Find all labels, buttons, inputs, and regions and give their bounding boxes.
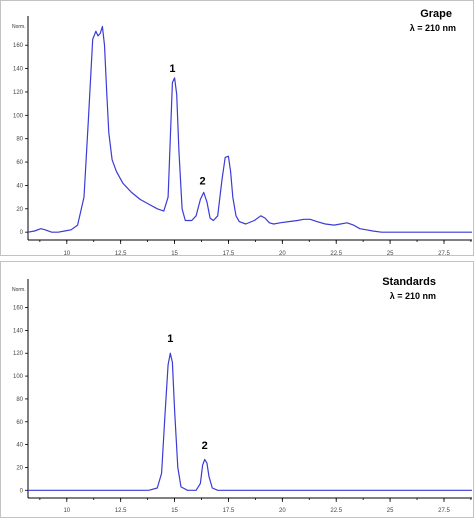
y-tick-label: 160 — [13, 306, 24, 312]
x-tick-label: 17.5 — [223, 251, 235, 257]
y-tick-label: 60 — [16, 420, 23, 426]
y-tick-label: 160 — [13, 43, 24, 49]
y-tick-label: 80 — [16, 137, 23, 143]
x-tick-label: 22.5 — [330, 251, 342, 257]
y-axis-label: Norm. — [12, 287, 26, 293]
y-tick-label: 0 — [20, 488, 24, 494]
x-tick-label: 27.5 — [438, 508, 450, 514]
panel-standards-border — [0, 261, 474, 518]
chromatogram-trace — [27, 25, 472, 233]
x-tick-label: 20 — [279, 508, 286, 514]
y-tick-label: 120 — [13, 90, 24, 96]
x-tick-label: 17.5 — [223, 508, 235, 514]
y-tick-label: 140 — [13, 328, 24, 334]
x-tick-label: 27.5 — [438, 251, 450, 257]
y-axis-label: Norm. — [12, 24, 26, 30]
y-tick-label: 40 — [16, 183, 23, 189]
x-tick-label: 22.5 — [330, 508, 342, 514]
x-tick-label: 15 — [171, 251, 178, 257]
y-tick-label: 140 — [13, 67, 24, 73]
panel-subtitle: λ = 210 nm — [410, 23, 456, 33]
x-tick-label: 12.5 — [115, 508, 127, 514]
peak-label: 2 — [202, 440, 208, 452]
chromatogram-trace — [28, 352, 472, 491]
x-tick-label: 10 — [63, 251, 70, 257]
x-tick-label: 15 — [171, 508, 178, 514]
peak-label: 1 — [167, 333, 173, 345]
x-tick-label: 20 — [279, 251, 286, 257]
panel-title: Standards — [382, 276, 436, 288]
y-tick-label: 60 — [16, 160, 23, 166]
peak-label: 2 — [200, 175, 206, 187]
y-tick-label: 100 — [13, 113, 24, 119]
y-tick-label: 0 — [20, 230, 24, 236]
panel-standards: Standards λ = 210 nm Norm.02040608010012… — [12, 276, 472, 514]
panel-grape: Grape λ = 210 nm Norm.020406080100120140… — [12, 8, 472, 257]
y-tick-label: 20 — [16, 465, 23, 471]
x-tick-label: 12.5 — [115, 251, 127, 257]
panel-subtitle: λ = 210 nm — [390, 291, 436, 301]
y-tick-label: 40 — [16, 443, 23, 449]
x-tick-label: 25 — [387, 251, 394, 257]
y-tick-label: 120 — [13, 351, 24, 357]
y-tick-label: 80 — [16, 397, 23, 403]
y-tick-label: 100 — [13, 374, 24, 380]
x-tick-label: 25 — [387, 508, 394, 514]
y-tick-label: 20 — [16, 207, 23, 213]
peak-label: 1 — [169, 63, 175, 75]
panel-title: Grape — [420, 8, 452, 20]
panel-grape-border — [0, 0, 474, 256]
x-tick-label: 10 — [63, 508, 70, 514]
